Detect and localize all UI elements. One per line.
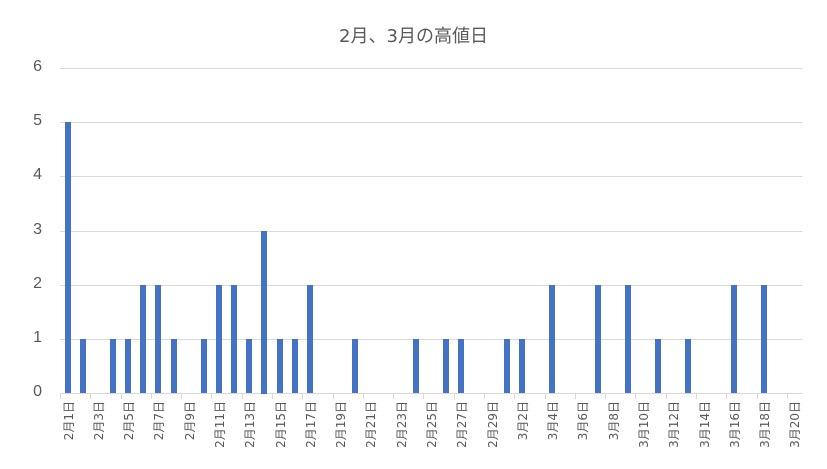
bar (80, 339, 86, 393)
y-tick-label: 4 (33, 166, 42, 183)
y-tick-label: 3 (33, 221, 42, 238)
x-tick-label: 3月20日 (788, 401, 802, 448)
bar (110, 339, 116, 393)
gridline (60, 285, 802, 286)
x-tick-mark (121, 393, 122, 399)
x-tick-mark (333, 393, 334, 399)
x-tick-label: 2月1日 (62, 401, 76, 441)
x-tick-label: 2月7日 (152, 401, 166, 441)
bar (277, 339, 283, 393)
x-tick-label: 3月10日 (637, 401, 651, 448)
x-tick-mark (605, 393, 606, 399)
x-tick-mark (90, 393, 91, 399)
x-tick-mark (575, 393, 576, 399)
gridline (60, 176, 802, 177)
x-tick-mark (514, 393, 515, 399)
y-tick-label: 1 (33, 329, 42, 346)
x-tick-mark (393, 393, 394, 399)
bar (443, 339, 449, 393)
bar (352, 339, 358, 393)
x-tick-label: 2月25日 (425, 401, 439, 448)
x-tick-label: 2月9日 (183, 401, 197, 441)
bar (140, 285, 146, 393)
x-tick-mark (666, 393, 667, 399)
x-tick-label: 3月16日 (728, 401, 742, 448)
x-tick-label: 2月11日 (213, 401, 227, 448)
x-tick-label: 3月14日 (698, 401, 712, 448)
gridline (60, 122, 802, 123)
bar (246, 339, 252, 393)
bar (231, 285, 237, 393)
bar (519, 339, 525, 393)
y-tick-label: 6 (33, 58, 42, 75)
chart-title: 2月、3月の高値日 (339, 26, 488, 47)
x-tick-mark (635, 393, 636, 399)
bar (413, 339, 419, 393)
bar (761, 285, 767, 393)
x-tick-mark (787, 393, 788, 399)
bar (125, 339, 131, 393)
bar (655, 339, 661, 393)
x-tick-mark (423, 393, 424, 399)
bar (625, 285, 631, 393)
y-tick-label: 2 (33, 275, 42, 292)
x-tick-mark (211, 393, 212, 399)
x-tick-label: 2月17日 (304, 401, 318, 448)
bar (201, 339, 207, 393)
x-tick-label: 2月15日 (274, 401, 288, 448)
x-tick-label: 2月23日 (395, 401, 409, 448)
bar (595, 285, 601, 393)
y-tick-label: 0 (33, 383, 42, 400)
x-tick-mark (242, 393, 243, 399)
bar (216, 285, 222, 393)
bar (549, 285, 555, 393)
x-tick-label: 2月21日 (364, 401, 378, 448)
x-tick-label: 2月27日 (455, 401, 469, 448)
x-tick-mark (696, 393, 697, 399)
x-tick-label: 2月19日 (334, 401, 348, 448)
x-tick-label: 3月2日 (516, 401, 530, 441)
x-tick-label: 2月29日 (486, 401, 500, 448)
x-tick-label: 3月8日 (607, 401, 621, 441)
gridline (60, 339, 802, 340)
bar (504, 339, 510, 393)
bar (261, 231, 267, 394)
gridline (60, 393, 802, 394)
x-tick-mark (60, 393, 61, 399)
x-tick-label: 3月18日 (758, 401, 772, 448)
gridline (60, 231, 802, 232)
x-tick-label: 2月5日 (122, 401, 136, 441)
x-tick-label: 3月4日 (546, 401, 560, 441)
x-tick-mark (363, 393, 364, 399)
y-tick-label: 5 (33, 112, 42, 129)
x-tick-label: 2月3日 (92, 401, 106, 441)
bar (307, 285, 313, 393)
bar (731, 285, 737, 393)
x-tick-mark (484, 393, 485, 399)
x-tick-mark (757, 393, 758, 399)
bar (171, 339, 177, 393)
x-tick-mark (151, 393, 152, 399)
x-tick-mark (181, 393, 182, 399)
x-tick-mark (302, 393, 303, 399)
bar (685, 339, 691, 393)
x-tick-label: 3月12日 (667, 401, 681, 448)
x-tick-mark (726, 393, 727, 399)
x-tick-mark (545, 393, 546, 399)
x-tick-label: 3月6日 (576, 401, 590, 441)
bar (155, 285, 161, 393)
bar (458, 339, 464, 393)
x-tick-mark (454, 393, 455, 399)
x-tick-mark (272, 393, 273, 399)
bar (65, 122, 71, 393)
bar (292, 339, 298, 393)
x-tick-label: 2月13日 (243, 401, 257, 448)
gridline (60, 68, 802, 69)
